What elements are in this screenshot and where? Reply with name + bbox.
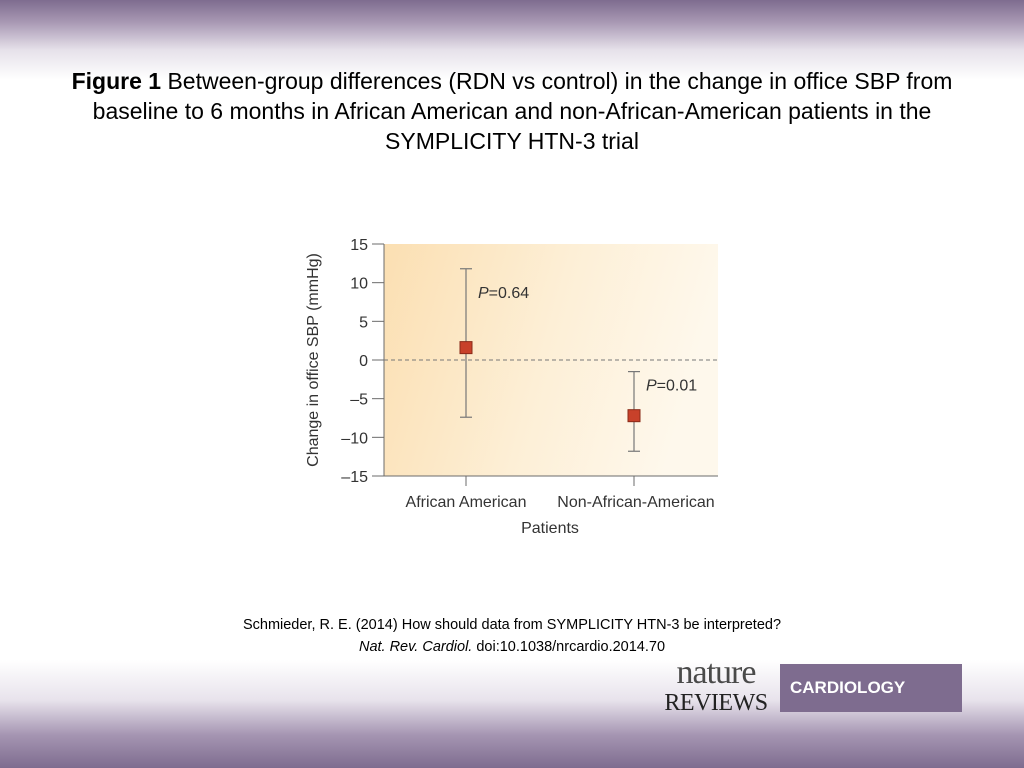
x-axis-label: Patients: [521, 520, 579, 537]
citation: Schmieder, R. E. (2014) How should data …: [0, 614, 1024, 658]
y-tick-label: –5: [350, 392, 368, 409]
y-tick-label: 15: [350, 237, 368, 254]
nature-reviews-cardiology-logo: nature REVIEWS CARDIOLOGY: [654, 654, 962, 716]
journal-name: Nat. Rev. Cardiol.: [358, 639, 473, 655]
p-value-label: P=0.01: [646, 378, 697, 395]
y-tick-label: 0: [359, 353, 368, 370]
figure-title: Figure 1 Between-group differences (RDN …: [40, 66, 984, 156]
y-axis-label: Change in office SBP (mmHg): [305, 253, 322, 467]
citation-source: Nat. Rev. Cardiol. doi:10.1038/nrcardio.…: [0, 636, 1024, 658]
p-value-label: P=0.64: [478, 285, 529, 302]
x-tick-label: African American: [406, 494, 527, 511]
figure-caption: Between-group differences (RDN vs contro…: [92, 68, 953, 154]
y-tick-label: –10: [341, 430, 368, 447]
logo-nature: nature: [676, 654, 757, 691]
y-tick-label: 10: [350, 276, 368, 293]
logo-wordmark: nature REVIEWS: [654, 654, 778, 716]
logo-cardiology: CARDIOLOGY: [780, 664, 962, 712]
figure-label: Figure 1: [71, 68, 162, 94]
x-tick-label: Non-African-American: [557, 494, 714, 511]
data-point: [459, 341, 473, 355]
citation-line: Schmieder, R. E. (2014) How should data …: [242, 617, 782, 633]
logo-reviews: REVIEWS: [664, 690, 768, 716]
plot-area: [384, 244, 718, 476]
y-tick-label: 5: [359, 314, 368, 331]
doi-text: doi:10.1038/nrcardio.2014.70: [472, 639, 666, 655]
data-point: [627, 409, 641, 423]
y-tick-label: –15: [341, 469, 368, 486]
